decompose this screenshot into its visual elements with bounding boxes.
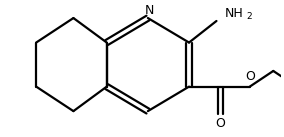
Text: NH: NH [225, 7, 243, 20]
Text: O: O [245, 70, 255, 83]
Text: 2: 2 [246, 12, 252, 21]
Text: O: O [216, 117, 225, 130]
Text: N: N [145, 4, 154, 17]
